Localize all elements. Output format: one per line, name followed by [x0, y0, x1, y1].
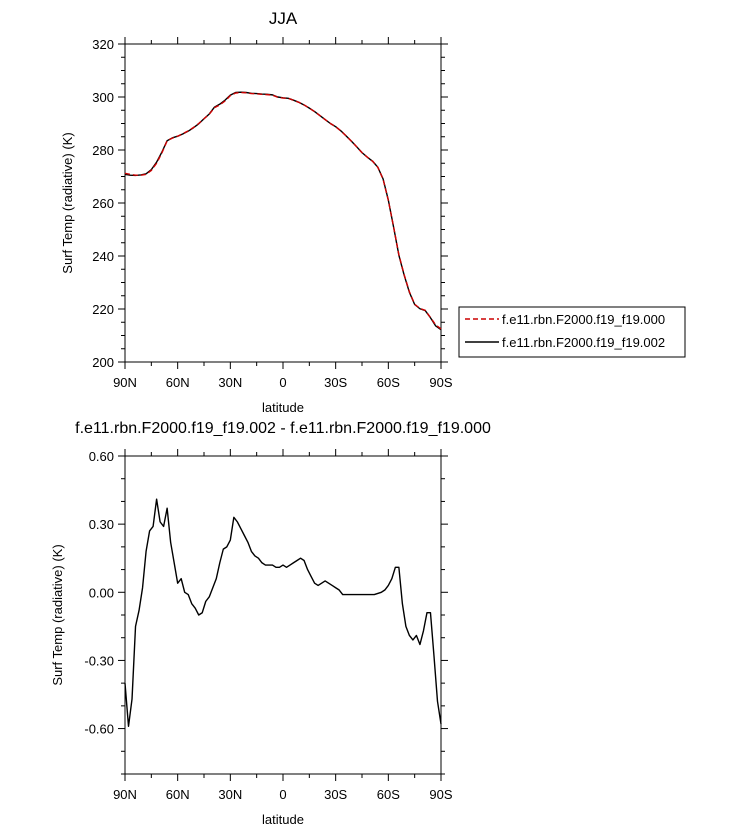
x-tick-label: 90N	[113, 375, 137, 390]
x-tick-label: 90N	[113, 787, 137, 802]
x-tick-label: 0	[279, 787, 286, 802]
x-tick-label: 30N	[218, 375, 242, 390]
x-tick-label: 30N	[218, 787, 242, 802]
x-tick-label: 30S	[324, 375, 347, 390]
y-axis-label: Surf Temp (radiative) (K)	[50, 544, 65, 685]
x-tick-label: 60S	[377, 375, 400, 390]
y-tick-label: 240	[92, 249, 114, 264]
x-tick-label: 30S	[324, 787, 347, 802]
y-tick-label: -0.30	[84, 653, 114, 668]
y-tick-label: 260	[92, 196, 114, 211]
series-line-1	[124, 498, 442, 727]
y-tick-label: 320	[92, 37, 114, 52]
y-tick-label: 300	[92, 90, 114, 105]
legend-label-1: f.e11.rbn.F2000.f19_f19.000	[502, 312, 665, 327]
y-tick-label: 0.00	[89, 585, 114, 600]
x-tick-label: 90S	[429, 375, 452, 390]
bottom-panel: f.e11.rbn.F2000.f19_f19.002 - f.e11.rbn.…	[50, 420, 491, 827]
y-tick-label: 0.60	[89, 449, 114, 464]
top-panel: JJA 90N 60N 30N 0 30S 60S 90S 200 220 240 260 280 300…	[60, 9, 686, 415]
chart-title: JJA	[269, 9, 298, 28]
x-tick-label: 60N	[166, 375, 190, 390]
legend-box	[458, 306, 686, 358]
x-axis-label: latitude	[262, 400, 304, 415]
x-tick-label: 60S	[377, 787, 400, 802]
y-tick-label: 200	[92, 355, 114, 370]
x-tick-label: 60N	[166, 787, 190, 802]
x-axis-label: latitude	[262, 812, 304, 827]
x-tick-label: 90S	[429, 787, 452, 802]
y-tick-label: 0.30	[89, 517, 114, 532]
legend-label-2: f.e11.rbn.F2000.f19_f19.002	[502, 335, 665, 350]
series-line-2	[124, 91, 442, 331]
y-axis-label: Surf Temp (radiative) (K)	[60, 132, 75, 273]
series-line-1	[124, 91, 442, 330]
y-tick-label: -0.60	[84, 722, 114, 737]
plot-frame	[124, 455, 442, 775]
x-tick-label: 0	[279, 375, 286, 390]
y-tick-label: 220	[92, 302, 114, 317]
chart-title: f.e11.rbn.F2000.f19_f19.002 - f.e11.rbn.…	[75, 420, 491, 437]
y-tick-label: 280	[92, 143, 114, 158]
plot-frame	[124, 43, 442, 363]
